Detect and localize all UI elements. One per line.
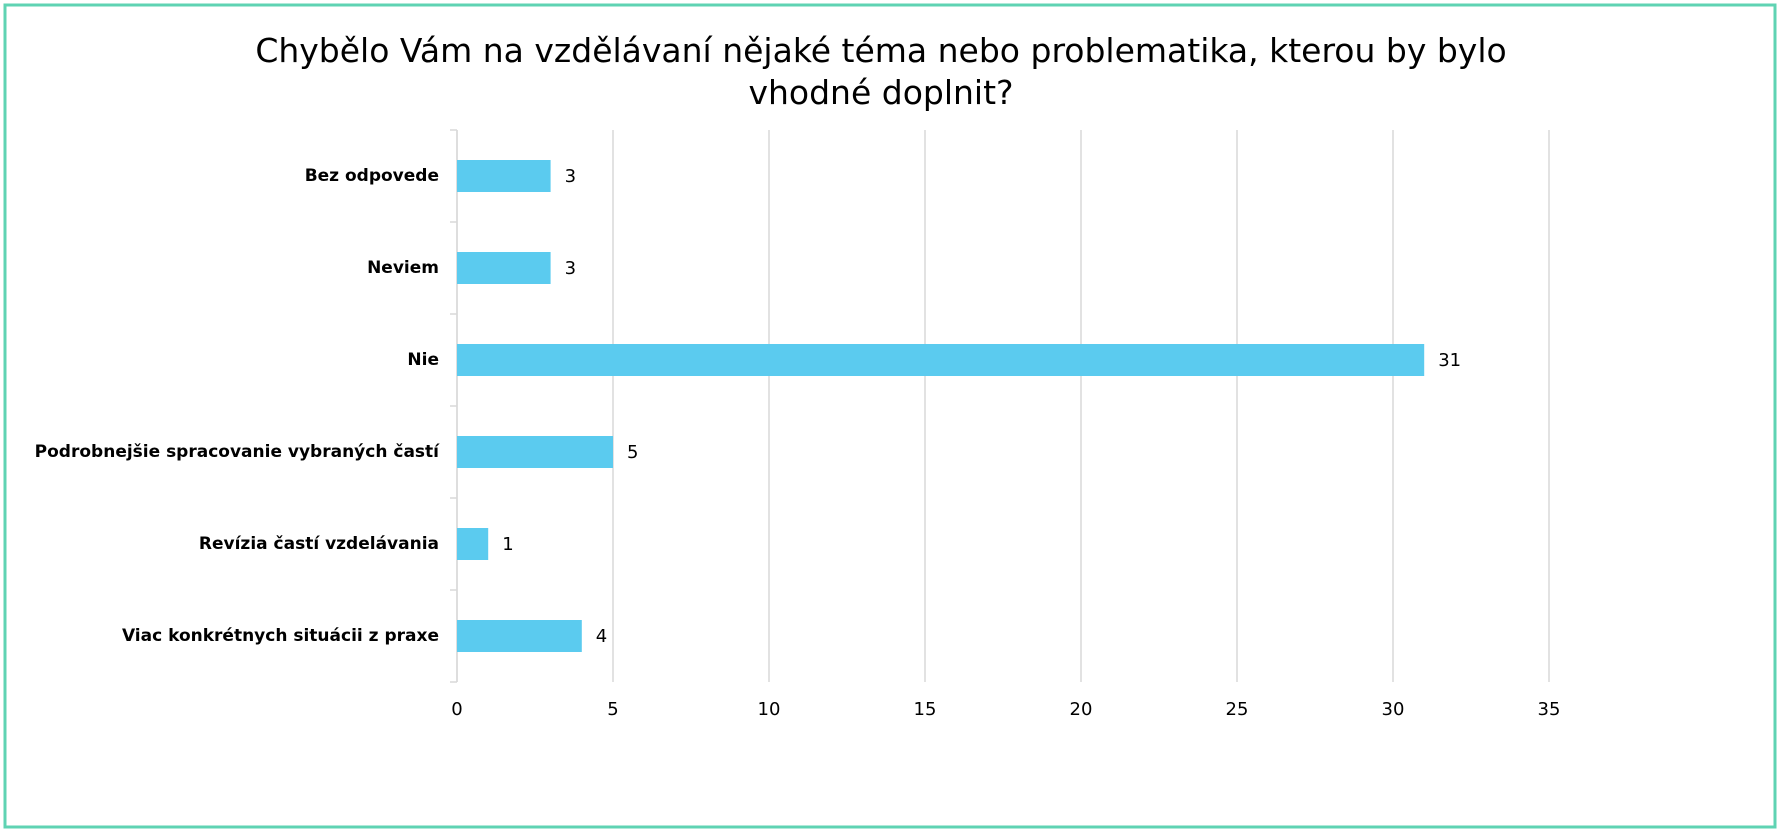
data-label: 1: [502, 534, 513, 555]
y-tick-label: Podrobnejšie spracovanie vybraných častí: [35, 442, 440, 462]
bar: [457, 160, 551, 192]
x-tick-label: 35: [1538, 699, 1561, 720]
y-tick-label: Nie: [407, 350, 439, 370]
bar: [457, 528, 489, 560]
frame: [3, 3, 1777, 829]
x-tick-label: 30: [1382, 699, 1405, 720]
bar: [457, 436, 613, 468]
data-label: 3: [565, 166, 576, 187]
bar: [457, 344, 1425, 376]
bar: [457, 620, 582, 652]
data-label: 3: [565, 258, 576, 279]
x-tick-label: 5: [607, 699, 618, 720]
data-label: 4: [596, 626, 607, 647]
x-tick-label: 25: [1226, 699, 1249, 720]
bar: [457, 252, 551, 284]
data-label: 5: [627, 442, 638, 463]
y-tick-label: Bez odpovede: [305, 166, 439, 186]
y-tick-label: Viac konkrétnych situácii z praxe: [122, 626, 439, 646]
chart-title: Chybělo Vám na vzdělávaní nějaké téma ne…: [255, 31, 1507, 112]
y-tick-label: Revízia častí vzdelávania: [199, 534, 439, 554]
y-tick-label: Neviem: [367, 258, 439, 278]
x-tick-label: 10: [758, 699, 781, 720]
x-tick-label: 20: [1070, 699, 1093, 720]
x-tick-label: 0: [451, 699, 462, 720]
data-label: 31: [1438, 350, 1461, 371]
x-tick-label: 15: [914, 699, 937, 720]
